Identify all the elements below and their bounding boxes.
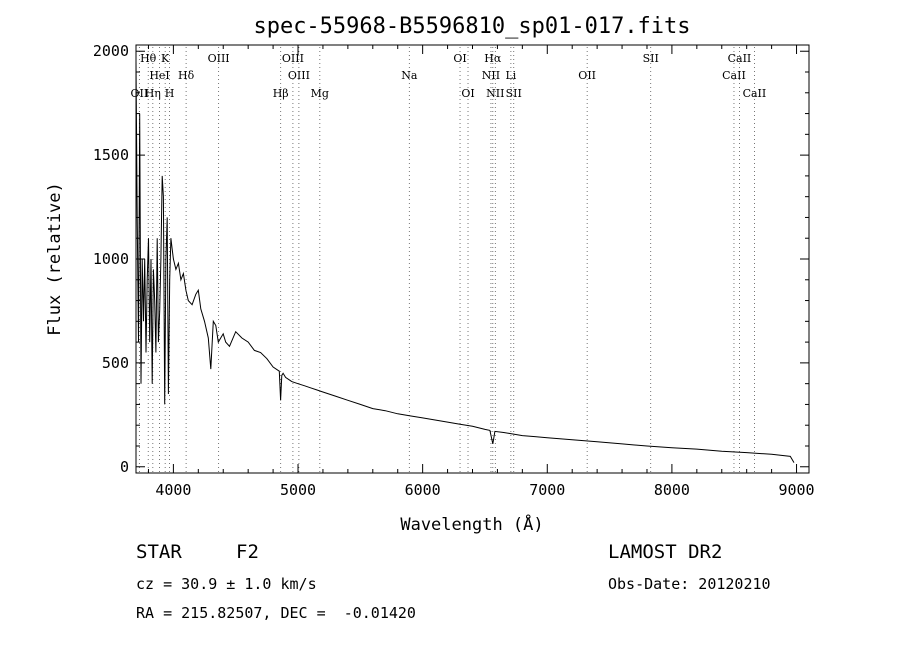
spectral-line-label: H — [165, 87, 175, 100]
spectral-line-label: Hθ — [140, 52, 157, 65]
spectral-subclass: F2 — [236, 541, 259, 563]
spectral-line-label: HeI — [149, 69, 169, 82]
x-axis-label: Wavelength (Å) — [400, 513, 543, 535]
y-tick-label: 500 — [102, 354, 129, 372]
plot-frame — [135, 44, 810, 474]
y-tick-label: 1000 — [93, 250, 129, 268]
chart-title: spec-55968-B5596810_sp01-017.fits — [253, 14, 690, 39]
x-tick-label: 7000 — [529, 481, 565, 499]
survey-name: LAMOST DR2 — [608, 541, 723, 563]
spectral-line-label: SII — [643, 52, 659, 65]
y-tick-label: 1500 — [93, 146, 129, 164]
x-tick-label: 9000 — [778, 481, 814, 499]
spectral-line-label: Na — [401, 69, 418, 82]
axis-ticks: 4000 5000 6000 7000 8000 9000 0 500 1000 1500 2000 — [93, 42, 815, 499]
spectral-line-label: OI — [461, 87, 474, 100]
spectral-line-label: CaII — [743, 87, 767, 100]
spectral-line-label: OI — [453, 52, 466, 65]
redshift-cz: cz = 30.9 ± 1.0 km/s — [136, 575, 317, 593]
spectral-line-label: Hη — [145, 87, 161, 100]
spectral-line-label: OIII — [208, 52, 230, 65]
x-tick-label: 4000 — [155, 481, 191, 499]
y-tick-label: 0 — [120, 458, 129, 476]
spectral-line-label: Mg — [311, 87, 329, 100]
spectral-line-label: Hδ — [178, 69, 195, 82]
spectral-line-label: CaII — [728, 52, 752, 65]
spectral-line-label: OII — [578, 69, 596, 82]
spectral-line-label: NII — [486, 87, 504, 100]
spectrum-series-line — [135, 61, 795, 463]
y-tick-label: 2000 — [93, 42, 129, 60]
coordinates: RA = 215.82507, DEC = -0.01420 — [136, 604, 416, 622]
spectral-line-label: NII — [482, 69, 500, 82]
spectral-line-label: Li — [505, 69, 516, 82]
x-tick-label: 5000 — [280, 481, 316, 499]
spectral-line-label: K — [161, 52, 170, 65]
x-tick-label: 8000 — [654, 481, 690, 499]
spectral-line-label: OIII — [288, 69, 310, 82]
object-type: STAR — [136, 541, 182, 563]
observation-date: Obs-Date: 20120210 — [608, 575, 771, 593]
spectral-line-label: OII — [131, 87, 149, 100]
spectral-line-label: Hβ — [273, 87, 289, 100]
spectral-line-label: Hα — [484, 52, 502, 65]
spectral-line-label: OIII — [282, 52, 304, 65]
y-axis-label: Flux (relative) — [45, 182, 65, 336]
x-tick-label: 6000 — [405, 481, 441, 499]
spectral-line-label: SII — [506, 87, 522, 100]
spectral-line-label: CaII — [722, 69, 746, 82]
